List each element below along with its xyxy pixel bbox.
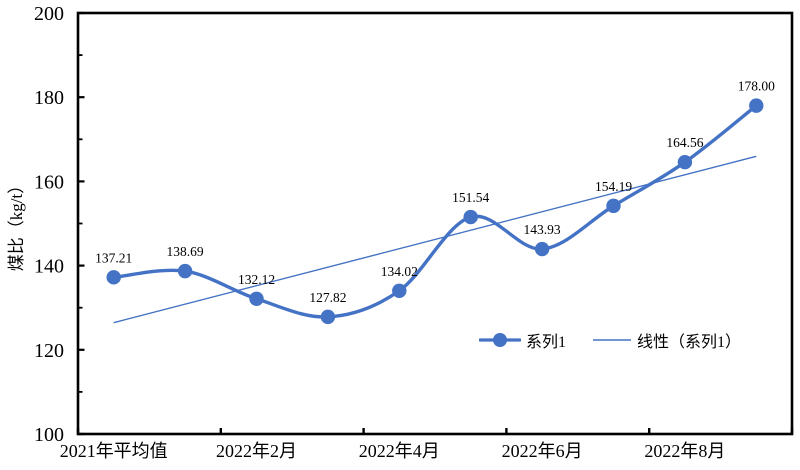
- data-label: 134.02: [381, 264, 418, 279]
- legend-label-series1: 系列1: [526, 334, 567, 351]
- y-tick-label: 180: [34, 87, 64, 109]
- x-tick-label: 2022年6月: [502, 441, 583, 461]
- data-point-marker: [677, 155, 693, 170]
- x-tick-label: 2021年平均值: [60, 441, 168, 461]
- data-point-marker: [249, 291, 264, 306]
- data-label: 143.93: [524, 222, 561, 237]
- legend-trendline-icon: [593, 339, 632, 341]
- data-point-marker: [749, 98, 764, 113]
- data-point-marker: [177, 263, 193, 279]
- data-label: 178.00: [738, 79, 775, 94]
- x-tick-label: 2022年2月: [216, 441, 297, 461]
- data-label: 138.69: [167, 244, 204, 259]
- data-label: 127.82: [309, 290, 346, 305]
- y-tick-label: 160: [34, 171, 64, 193]
- chart-legend: 系列1 线性（系列1）: [479, 329, 741, 351]
- y-tick-label: 200: [34, 3, 64, 25]
- data-label: 132.12: [238, 272, 275, 287]
- data-label: 154.19: [595, 179, 632, 194]
- x-tick-label: 2022年8月: [644, 441, 725, 461]
- y-tick-label: 100: [34, 424, 64, 446]
- data-point-marker: [320, 309, 336, 325]
- y-tick-label: 120: [34, 340, 64, 362]
- series-smooth-line: [112, 103, 758, 319]
- data-point-marker: [106, 270, 121, 285]
- data-point-marker: [463, 209, 478, 225]
- data-label: 151.54: [452, 190, 489, 205]
- y-tick-label: 140: [34, 256, 64, 278]
- data-point-marker: [606, 198, 621, 214]
- legend-label-trendline: 线性（系列1）: [637, 334, 742, 351]
- data-point-marker: [392, 283, 407, 298]
- data-label: 164.56: [666, 135, 703, 150]
- legend-item-trendline: 线性（系列1）: [592, 328, 741, 352]
- trendline: [113, 155, 757, 324]
- legend-item-series1: 系列1: [479, 328, 566, 352]
- data-label: 137.21: [95, 250, 132, 265]
- plot-area-border: [76, 11, 794, 436]
- data-point-marker: [534, 241, 550, 257]
- x-tick-label: 2022年4月: [359, 441, 440, 461]
- legend-series-line-marker-icon: [479, 333, 521, 347]
- y-axis-title: 煤比（kg/t）: [7, 176, 26, 272]
